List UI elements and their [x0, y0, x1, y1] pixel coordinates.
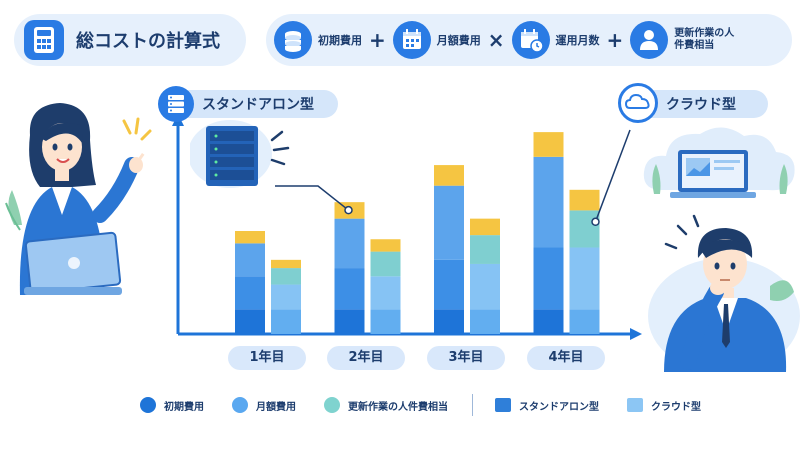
standalone-bar-segment	[533, 132, 564, 157]
calendar-icon	[392, 21, 431, 59]
cloud-callout-line	[594, 129, 631, 223]
cloud-laptop-illustration	[643, 127, 795, 198]
legend-label: 初期費用	[164, 401, 204, 413]
cloud-bar-segment	[569, 210, 600, 248]
cloud-bar-segment	[271, 309, 301, 334]
legend-item-monthly: 月額費用	[232, 397, 296, 413]
standalone-bar-segment	[235, 309, 265, 334]
standalone-bar-segment	[235, 231, 265, 244]
legend-swatch	[495, 398, 511, 412]
legend-item-cloud: クラウド型	[627, 398, 701, 413]
plus-operator: +	[606, 28, 624, 52]
standalone-bar-segment	[334, 218, 365, 269]
times-operator: ×	[487, 28, 505, 52]
calculator-icon	[24, 20, 64, 60]
coins-icon	[274, 21, 312, 59]
formula-term-monthly: 月額費用	[392, 21, 481, 59]
cloud-bar-segment	[569, 247, 600, 310]
formula-label-months: 運用月数	[555, 34, 600, 47]
cloud-bar-segment	[569, 309, 600, 334]
standalone-bar-segment	[334, 268, 365, 310]
legend-label: 更新作業の人件費相当	[348, 401, 448, 413]
formula-label-monthly: 月額費用	[436, 34, 481, 47]
year-label: 3年目	[427, 346, 505, 370]
formula-term-initial: 初期費用	[274, 21, 362, 59]
woman-with-laptop-illustration	[5, 103, 152, 295]
x-axis-arrow	[630, 328, 642, 340]
standalone-label-text: スタンドアロン型	[202, 97, 314, 113]
cloud-bar-segment	[370, 239, 401, 252]
formula-term-months: 運用月数	[511, 21, 600, 59]
cloud-label: クラウド型	[618, 83, 768, 123]
legend-swatch	[324, 397, 340, 413]
standalone-bar-segment	[434, 185, 464, 260]
legend-item-standalone: スタンドアロン型	[495, 398, 599, 413]
standalone-bar-segment	[235, 276, 265, 310]
title-bar: 総コストの計算式	[14, 14, 246, 66]
cloud-bar-segment	[470, 218, 500, 236]
cloud-bar-segment	[470, 263, 500, 310]
standalone-bar-segment	[434, 259, 464, 310]
person-icon	[630, 21, 669, 59]
legend-label: クラウド型	[651, 401, 701, 413]
standalone-bar-segment	[235, 243, 265, 277]
standalone-bar-segment	[533, 247, 564, 310]
server-rack-illustration	[190, 120, 290, 188]
standalone-bar-segment	[434, 309, 464, 334]
standalone-bar-segment	[334, 309, 365, 334]
page-title: 総コストの計算式	[76, 31, 220, 52]
cloud-bar-segment	[370, 251, 401, 277]
cloud-bar-segment	[271, 268, 301, 285]
cloud-bar-segment	[370, 276, 401, 310]
formula-bar: 初期費用 + 月額費用 × 運用月数 +	[266, 14, 792, 66]
calendar-clock-icon	[511, 21, 550, 59]
formula-term-labor: 更新作業の人件費相当	[630, 21, 740, 59]
legend-divider	[472, 394, 473, 416]
server-icon	[158, 86, 194, 122]
cloud-bar-segment	[370, 309, 401, 334]
legend-swatch	[140, 397, 156, 413]
legend-label: スタンドアロン型	[519, 401, 599, 413]
cloud-callout-dot	[591, 217, 600, 227]
legend-label: 月額費用	[256, 401, 296, 413]
standalone-callout-dot	[344, 205, 353, 215]
cloud-bar-segment	[569, 189, 600, 211]
standalone-bar-segment	[434, 165, 464, 186]
standalone-bar-segment	[533, 309, 564, 334]
standalone-callout-line	[275, 185, 349, 211]
year-label: 2年目	[327, 346, 405, 370]
cloud-bar-segment	[470, 309, 500, 334]
legend-swatch	[627, 398, 643, 412]
year-label: 4年目	[527, 346, 605, 370]
cloud-bar-segment	[271, 259, 301, 269]
legend-swatch	[232, 397, 248, 413]
thinking-man-illustration	[648, 214, 800, 372]
legend-item-initial: 初期費用	[140, 397, 204, 413]
legend: 初期費用 月額費用 更新作業の人件費相当 スタンドアロン型 クラウド型	[140, 394, 729, 416]
cloud-label-text: クラウド型	[666, 97, 736, 113]
standalone-label: スタンドアロン型	[158, 86, 338, 122]
legend-item-labor: 更新作業の人件費相当	[324, 397, 448, 413]
cloud-bar-segment	[271, 284, 301, 310]
cloud-bar-segment	[470, 235, 500, 264]
standalone-bar-segment	[533, 156, 564, 248]
plus-operator: +	[369, 28, 386, 52]
year-label: 1年目	[228, 346, 306, 370]
cloud-icon	[618, 83, 658, 123]
formula-label-labor: 更新作業の人件費相当	[674, 28, 735, 51]
formula-label-initial: 初期費用	[318, 34, 362, 47]
